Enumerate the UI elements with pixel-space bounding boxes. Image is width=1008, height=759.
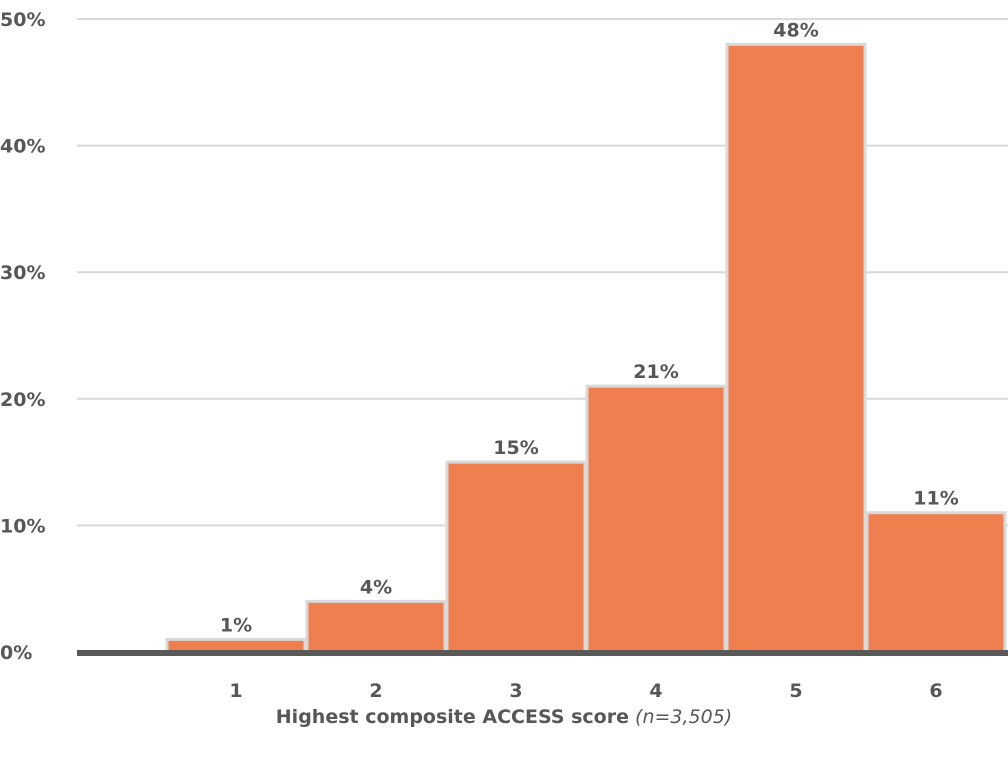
x-tick-label: 5 [789, 680, 802, 702]
bar [305, 599, 447, 654]
y-tick-label: 50% [0, 9, 45, 31]
y-axis-tick-labels: 0% 10% 20% 30% 40% 50% [0, 9, 45, 664]
bar [865, 511, 1007, 654]
y-tick-label: 30% [0, 262, 45, 284]
bars [165, 42, 1007, 654]
data-label: 1% [220, 614, 252, 636]
x-axis-tick-labels: 1 2 3 4 5 6 [229, 680, 942, 702]
bar [445, 460, 587, 654]
data-label: 21% [633, 361, 678, 383]
x-tick-label: 2 [369, 680, 382, 702]
data-label: 15% [493, 437, 538, 459]
x-tick-label: 3 [509, 680, 522, 702]
x-axis-title: Highest composite ACCESS score (n=3,505) [0, 706, 1008, 728]
bar [725, 42, 867, 654]
y-tick-label: 0% [0, 642, 32, 664]
data-labels: 1% 4% 15% 21% 48% 11% [220, 19, 959, 636]
x-axis-title-main: Highest composite ACCESS score [275, 706, 629, 728]
x-axis-title-note: (n=3,505) [635, 706, 733, 728]
data-label: 11% [913, 488, 958, 510]
data-label: 48% [773, 19, 818, 41]
x-tick-label: 1 [229, 680, 242, 702]
y-tick-label: 10% [0, 515, 45, 537]
gridlines [77, 18, 1008, 527]
y-tick-label: 40% [0, 136, 45, 158]
y-tick-label: 20% [0, 389, 45, 411]
x-tick-label: 6 [929, 680, 942, 702]
data-label: 4% [360, 576, 392, 598]
x-tick-label: 4 [649, 680, 662, 702]
bar [585, 384, 727, 654]
